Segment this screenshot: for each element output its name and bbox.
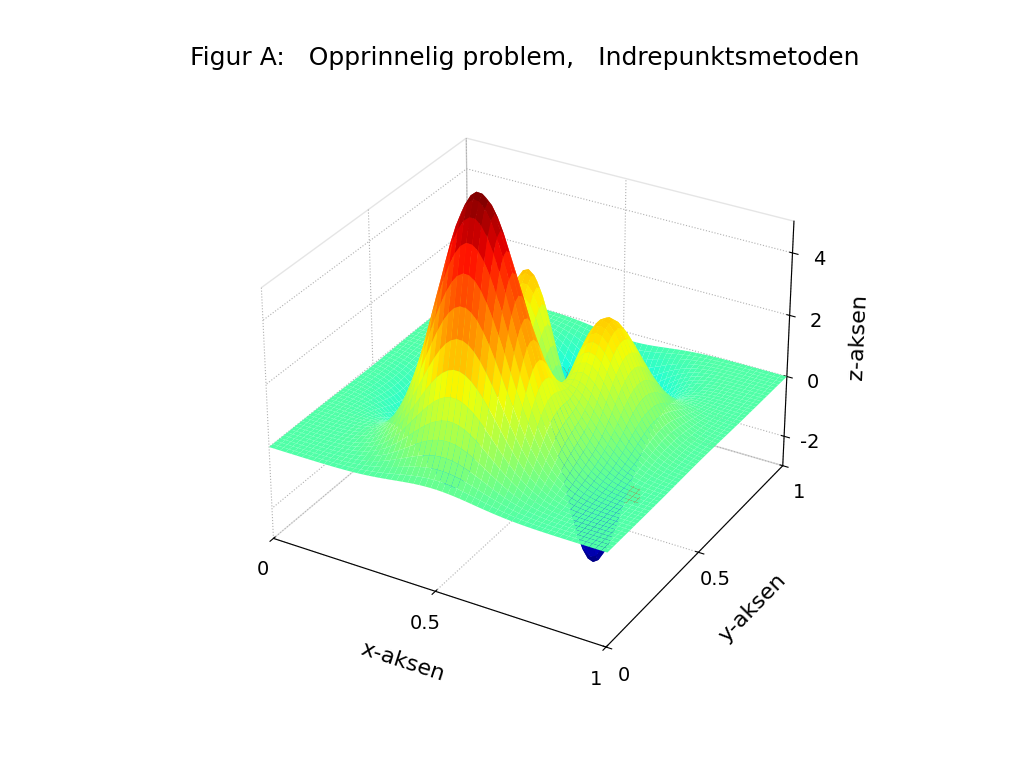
Title: Figur A:   Opprinnelig problem,   Indrepunktsmetoden: Figur A: Opprinnelig problem, Indrepunkt…: [190, 45, 859, 69]
Y-axis label: y-aksen: y-aksen: [715, 571, 790, 647]
X-axis label: x-aksen: x-aksen: [358, 639, 447, 685]
